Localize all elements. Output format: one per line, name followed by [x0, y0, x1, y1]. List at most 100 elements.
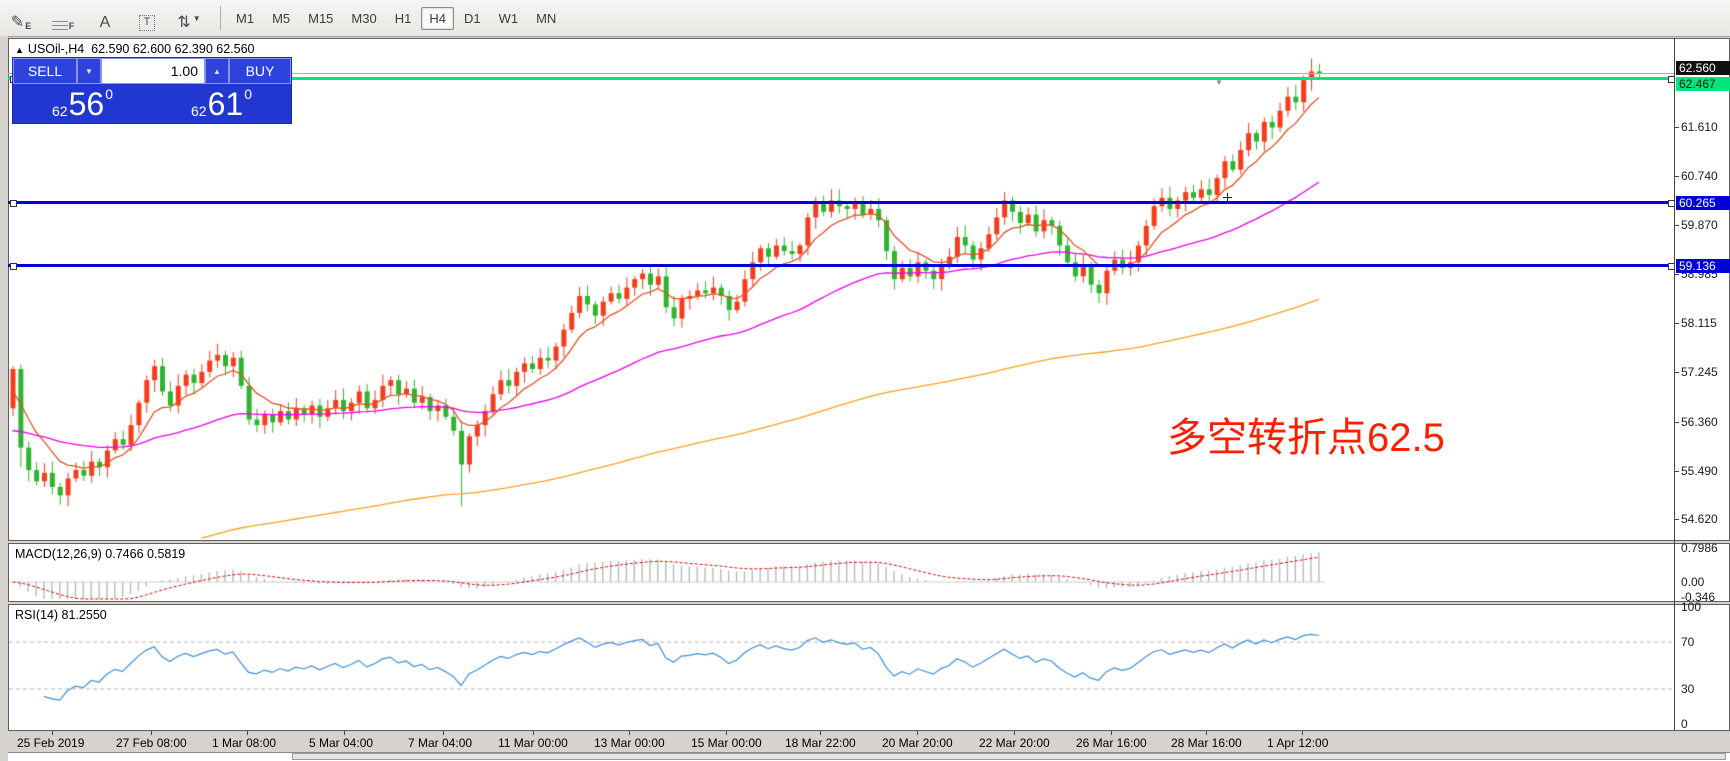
time-label: 22 Mar 20:00	[979, 736, 1050, 750]
price-tag-60.265: 60.265	[1676, 196, 1730, 210]
axis-tick-label: 0.7986	[1681, 541, 1718, 555]
volume-increase-button[interactable]: ▲	[205, 58, 229, 84]
time-tick-mark	[1206, 731, 1207, 735]
time-label: 18 Mar 22:00	[785, 736, 856, 750]
cross-marker	[1223, 193, 1232, 202]
collapse-arrow-icon[interactable]: ▲	[15, 45, 24, 55]
chinese-annotation: 多空转折点62.5	[1167, 416, 1445, 460]
price-tick-mark	[1675, 422, 1679, 423]
crayons-icon: ✎	[10, 14, 25, 31]
time-label: 25 Feb 2019	[17, 736, 85, 750]
time-label: 28 Mar 16:00	[1171, 736, 1242, 750]
symbol-period-label: USOil-,H4	[27, 42, 85, 56]
chevron-down-icon: ▼	[192, 13, 201, 23]
time-tick-mark	[1111, 731, 1112, 735]
axis-tick-label: 61.610	[1681, 120, 1718, 134]
timeframe-m15[interactable]: M15	[308, 10, 334, 26]
fibonacci-tool-button[interactable]: F	[44, 2, 82, 34]
upper-support-line[interactable]	[8, 201, 1674, 204]
timeframe-m5[interactable]: M5	[272, 10, 291, 26]
fibonacci-icon	[51, 19, 68, 31]
axis-tick-label: 0	[1681, 717, 1688, 731]
time-tick-mark	[1014, 731, 1015, 735]
time-label: 27 Feb 08:00	[116, 736, 187, 750]
chart-title: ▲ USOil-,H4 62.590 62.600 62.390 62.560	[15, 42, 255, 56]
axis-tick-label: 57.245	[1681, 365, 1718, 379]
volume-input[interactable]	[101, 58, 205, 84]
time-label: 7 Mar 04:00	[408, 736, 473, 750]
timeframe-m1[interactable]: M1	[236, 10, 255, 26]
time-tick-mark	[629, 731, 630, 735]
time-label: 1 Mar 08:00	[212, 736, 277, 750]
timeframe-h4[interactable]: H4	[421, 6, 454, 30]
quote-ohlc-label: 62.590 62.600 62.390 62.560	[91, 42, 255, 56]
timeframe-d1[interactable]: D1	[463, 10, 481, 26]
axis-tick-label: 54.620	[1681, 512, 1718, 526]
time-tick-mark	[443, 731, 444, 735]
axis-tick-label: 30	[1681, 682, 1695, 696]
sell-button[interactable]: SELL	[13, 58, 77, 84]
axis-tick-label: 100	[1681, 600, 1702, 614]
axis-tick-label: 56.360	[1681, 415, 1718, 429]
sell-price-display[interactable]: 62 56 0	[13, 84, 152, 123]
crayons-sub-label: E	[25, 21, 32, 31]
crayons-tool-button[interactable]: ✎ E	[2, 2, 40, 34]
price-tick-mark	[1675, 176, 1679, 177]
volume-decrease-button[interactable]: ▼	[77, 58, 101, 84]
axis-tick-label: 55.490	[1681, 464, 1718, 478]
price-tick-mark	[1675, 519, 1679, 520]
arrows-icon: ⇅	[177, 14, 191, 31]
price-tick-mark	[1675, 471, 1679, 472]
sell-price-sup: 0	[105, 86, 113, 102]
text-label-tool-button[interactable]: T	[128, 2, 166, 34]
time-tick-mark	[151, 731, 152, 735]
price-tick-mark	[1675, 323, 1679, 324]
rsi-canvas[interactable]	[9, 605, 1675, 730]
lower-support-line[interactable]	[8, 264, 1674, 267]
buy-button[interactable]: BUY	[229, 58, 291, 84]
toolbar: ✎ E F A T ⇅ ▼ M1 M5 M15 M30 H1 H4 D1 W1 MN	[0, 0, 1730, 37]
price-tag-59.136: 59.136	[1676, 259, 1730, 273]
macd-panel: MACD(12,26,9) 0.7466 0.5819	[8, 543, 1730, 602]
timeframe-h1[interactable]: H1	[394, 10, 412, 26]
buy-price-big: 61	[207, 85, 244, 122]
time-tick-mark	[917, 731, 918, 735]
axis-tick-label: 0.00	[1681, 575, 1705, 589]
axis-tick-label: 70	[1681, 635, 1695, 649]
time-label: 26 Mar 16:00	[1076, 736, 1147, 750]
time-tick-mark	[344, 731, 345, 735]
timeframe-mn[interactable]: MN	[536, 10, 557, 26]
text-label-icon: T	[139, 15, 155, 31]
time-tick-mark	[52, 731, 53, 735]
buy-price-display[interactable]: 62 61 0	[152, 84, 291, 123]
price-tick-mark	[1675, 372, 1679, 373]
price-tick-mark	[1675, 127, 1679, 128]
price-axis[interactable]	[1674, 38, 1675, 731]
time-label: 20 Mar 20:00	[882, 736, 953, 750]
rsi-label: RSI(14) 81.2550	[15, 608, 107, 622]
time-label: 13 Mar 00:00	[594, 736, 665, 750]
axis-tick-label: 58.115	[1681, 316, 1717, 330]
timeframe-w1[interactable]: W1	[498, 10, 519, 26]
scrollbar-thumb[interactable]	[292, 753, 1726, 760]
macd-label: MACD(12,26,9) 0.7466 0.5819	[15, 547, 186, 561]
price-tick-mark	[1675, 225, 1679, 226]
timeframe-m30[interactable]: M30	[351, 10, 377, 26]
macd-canvas[interactable]	[9, 544, 1675, 601]
current-price-line[interactable]	[8, 73, 1674, 74]
upper-support-line-handle[interactable]	[10, 200, 17, 207]
time-axis[interactable]: 25 Feb 2019 27 Feb 08:00 1 Mar 08:00 5 Mar …	[8, 731, 1730, 752]
time-tick-mark	[820, 731, 821, 735]
rsi-panel: RSI(14) 81.2550	[8, 604, 1730, 731]
price-tag-62.467: 62.467	[1676, 77, 1730, 91]
lower-support-line-handle[interactable]	[10, 263, 17, 270]
time-label: 1 Apr 12:00	[1267, 736, 1329, 750]
toolbar-separator	[220, 6, 221, 30]
time-tick-mark	[726, 731, 727, 735]
sell-price-prefix: 62	[52, 103, 68, 119]
resistance-line[interactable]	[8, 77, 1674, 80]
time-label: 5 Mar 04:00	[309, 736, 374, 750]
time-label: 15 Mar 00:00	[691, 736, 762, 750]
arrows-tool-button[interactable]: ⇅ ▼	[170, 2, 208, 34]
text-tool-button[interactable]: A	[86, 2, 124, 34]
